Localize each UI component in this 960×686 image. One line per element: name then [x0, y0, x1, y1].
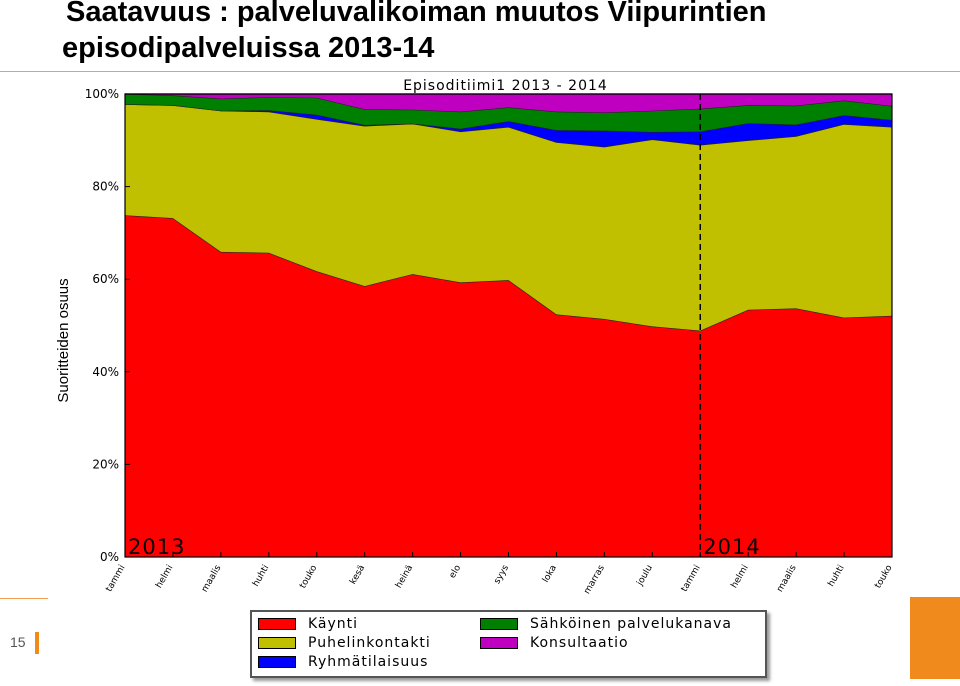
legend-swatch-sahkoinen	[480, 618, 518, 630]
area-sahkoinen-palvelukanava	[125, 94, 892, 132]
year-label-2013: 2013	[128, 535, 185, 559]
x-tick-label: tammi	[104, 564, 127, 594]
slide-title-line-2: episodipalveluissa 2013-14	[62, 32, 435, 64]
x-tick-label: syys	[492, 563, 511, 586]
x-tick-label: touko	[873, 563, 894, 590]
x-tick-label: huhti	[826, 564, 846, 589]
legend-swatch-kaynti	[258, 618, 296, 630]
slide-title: Saatavuus : palveluvalikoiman muutos Vii…	[62, 0, 766, 66]
legend-label-kaynti: Käynti	[308, 616, 359, 632]
x-tick-label: joulu	[635, 563, 655, 588]
legend-swatch-puhelinkontakti	[258, 637, 296, 649]
legend-item-puhelinkontakti: Puhelinkontakti	[258, 634, 431, 652]
y-tick-label: 60%	[92, 272, 119, 286]
x-tick-label: helmi	[730, 564, 751, 591]
legend-label-puhelinkontakti: Puhelinkontakti	[308, 635, 431, 651]
chart-legend: Käynti Puhelinkontakti Ryhmätilaisuus Sä…	[250, 610, 767, 678]
y-tick-label: 20%	[92, 457, 119, 471]
y-tick-label: 80%	[92, 180, 119, 194]
page-number: 15	[10, 634, 26, 650]
y-axis-label: Suoritteiden osuus	[55, 278, 72, 402]
legend-label-sahkoinen: Sähköinen palvelukanava	[530, 616, 732, 632]
area-kaynti	[125, 215, 892, 558]
y-tick-label: 100%	[85, 87, 119, 101]
x-tick-label: loka	[541, 563, 559, 584]
title-underline	[0, 71, 960, 72]
legend-item-kaynti: Käynti	[258, 615, 358, 633]
legend-swatch-konsultaatio	[480, 637, 518, 649]
x-tick-label: huhti	[251, 563, 271, 588]
x-tick-label: kesä	[348, 564, 367, 587]
corner-accent-block	[910, 597, 960, 679]
footer-rule	[0, 598, 48, 599]
x-tick-label: maalis	[775, 563, 799, 594]
legend-swatch-ryhmatilaisuus	[258, 656, 296, 668]
legend-label-konsultaatio: Konsultaatio	[530, 635, 629, 651]
x-tick-label: helmi	[154, 563, 175, 590]
x-tick-label: tammi	[680, 564, 703, 594]
slide-title-line-1: Saatavuus : palveluvalikoiman muutos Vii…	[66, 0, 767, 28]
y-tick-label: 0%	[100, 550, 119, 564]
x-tick-label: maalis	[200, 563, 224, 594]
page-number-accent	[35, 632, 39, 654]
x-tick-label: touko	[298, 563, 319, 590]
year-label-2014: 2014	[703, 535, 760, 559]
legend-item-sahkoinen: Sähköinen palvelukanava	[480, 615, 732, 633]
legend-label-ryhmatilaisuus: Ryhmätilaisuus	[308, 654, 429, 670]
x-tick-label: elo	[448, 563, 464, 580]
legend-item-ryhmatilaisuus: Ryhmätilaisuus	[258, 653, 428, 671]
legend-item-konsultaatio: Konsultaatio	[480, 634, 629, 652]
y-tick-label: 40%	[92, 365, 119, 379]
x-tick-label: heinä	[394, 563, 415, 590]
chart-title: Episoditiimi1 2013 - 2014	[403, 78, 608, 94]
x-tick-label: marras	[582, 563, 607, 596]
